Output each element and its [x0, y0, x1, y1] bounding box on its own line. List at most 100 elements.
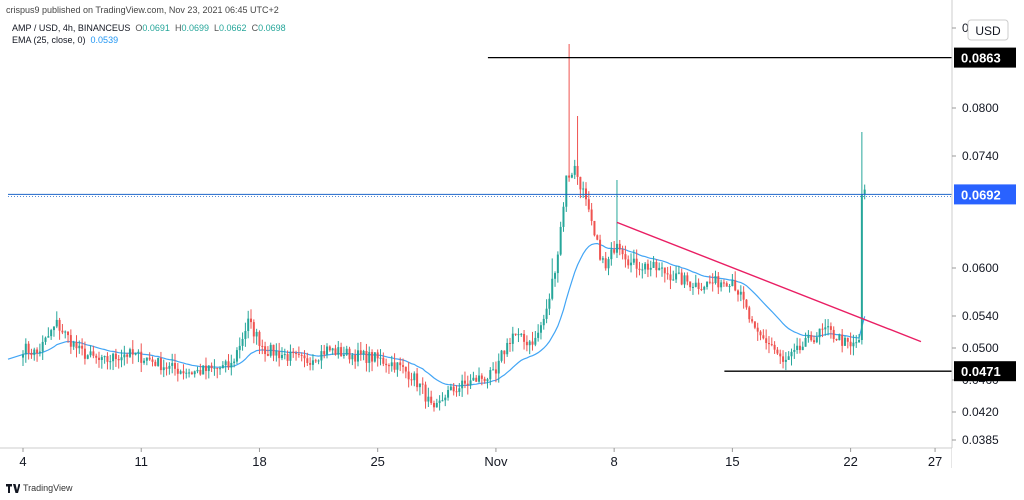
candle-down [69, 335, 72, 347]
symbol-legend: AMP / USD, 4h, BINANCEUS O0.0691 H0.0699… [12, 23, 286, 33]
candle-down [154, 361, 157, 366]
candle-up [162, 367, 165, 371]
candle-down [748, 307, 751, 320]
candle-up [675, 273, 678, 280]
candle-up [390, 362, 393, 367]
price-tick-label: 0.0500 [962, 341, 999, 355]
candle-up [824, 327, 827, 330]
candle-down [151, 359, 154, 362]
candle-up [345, 348, 348, 355]
candle-down [742, 291, 745, 300]
current-price-tag [954, 184, 1016, 205]
candle-down [798, 345, 801, 351]
candle-up [137, 351, 140, 354]
candle-up [179, 371, 182, 374]
candle-up [855, 342, 858, 344]
candle-up [331, 348, 334, 351]
close-label: C [251, 23, 259, 33]
candle-down [385, 363, 388, 366]
symbol-name[interactable]: AMP / USD, 4h, BINANCEUS [12, 23, 131, 33]
price-tick-label: 0.0600 [962, 261, 999, 275]
candle-down [261, 345, 264, 347]
candle-down [686, 275, 689, 282]
tradingview-logo-icon [6, 483, 20, 493]
high-value: 0.0699 [181, 23, 209, 33]
candle-down [75, 342, 78, 349]
candle-down [466, 383, 469, 386]
candle-up [610, 249, 613, 260]
ema-legend[interactable]: EMA (25, close, 0) 0.0539 [12, 35, 118, 45]
candle-down [776, 349, 779, 354]
candle-down [348, 348, 351, 360]
candle-up [168, 365, 171, 369]
candle-up [843, 337, 846, 346]
candle-down [849, 341, 852, 347]
candle-up [658, 267, 661, 271]
candle-up [41, 341, 44, 352]
candle-up [233, 361, 236, 363]
candle-up [427, 396, 430, 402]
candle-down [174, 363, 177, 369]
candle-up [435, 402, 438, 408]
candle-up [582, 188, 585, 190]
candle-up [196, 369, 199, 372]
candle-down [770, 344, 773, 346]
candle-up [649, 267, 652, 270]
currency-button[interactable] [967, 19, 1009, 41]
candle-up [539, 325, 542, 333]
candle-down [680, 272, 683, 285]
price-axis[interactable]: 0.09000.08000.07400.06000.05400.05000.04… [951, 0, 1016, 468]
candle-up [447, 390, 450, 398]
candle-up [838, 334, 841, 341]
candle-down [382, 357, 385, 364]
candle-down [250, 318, 253, 323]
candle-up [860, 194, 863, 340]
candle-up [706, 281, 709, 287]
candle-down [463, 380, 466, 384]
candle-up [224, 361, 227, 366]
candle-down [494, 369, 497, 374]
candle-down [106, 356, 109, 362]
candle-up [78, 345, 81, 349]
candle-up [534, 337, 537, 345]
candle-up [790, 351, 793, 357]
candle-down [711, 282, 714, 284]
candle-up [247, 318, 250, 331]
candle-up [852, 342, 855, 347]
low-label: L [214, 23, 220, 33]
candle-down [387, 365, 390, 367]
candle-up [441, 400, 444, 402]
candle-down [638, 268, 641, 270]
open-label: O [135, 23, 143, 33]
candle-up [368, 352, 371, 363]
candle-up [573, 165, 576, 175]
candle-down [117, 359, 120, 361]
candle-up [691, 286, 694, 288]
candle-up [188, 372, 191, 374]
candle-down [216, 367, 219, 369]
candle-down [753, 321, 756, 328]
candle-down [587, 199, 590, 210]
candle-up [506, 342, 509, 355]
candle-down [813, 340, 816, 343]
candle-down [252, 322, 255, 337]
tradingview-footer[interactable]: TradingView [6, 483, 73, 493]
candle-up [193, 371, 196, 375]
candle-down [199, 369, 202, 375]
open-value: 0.0691 [142, 23, 170, 33]
candle-up [38, 351, 41, 354]
candle-down [452, 386, 455, 392]
drawings [8, 56, 952, 372]
candle-up [500, 350, 503, 361]
candle-down [334, 348, 337, 355]
candle-down [604, 258, 607, 269]
candle-down [98, 357, 101, 361]
candle-up [601, 258, 604, 260]
candle-down [286, 354, 289, 361]
price-tick-label: 0.0800 [962, 101, 999, 115]
time-tick-label: Nov [484, 454, 508, 469]
candle-up [64, 331, 67, 333]
time-axis[interactable]: 4 11 18 25 Nov 8 15 22 27 [0, 447, 1024, 476]
candle-up [807, 335, 810, 338]
